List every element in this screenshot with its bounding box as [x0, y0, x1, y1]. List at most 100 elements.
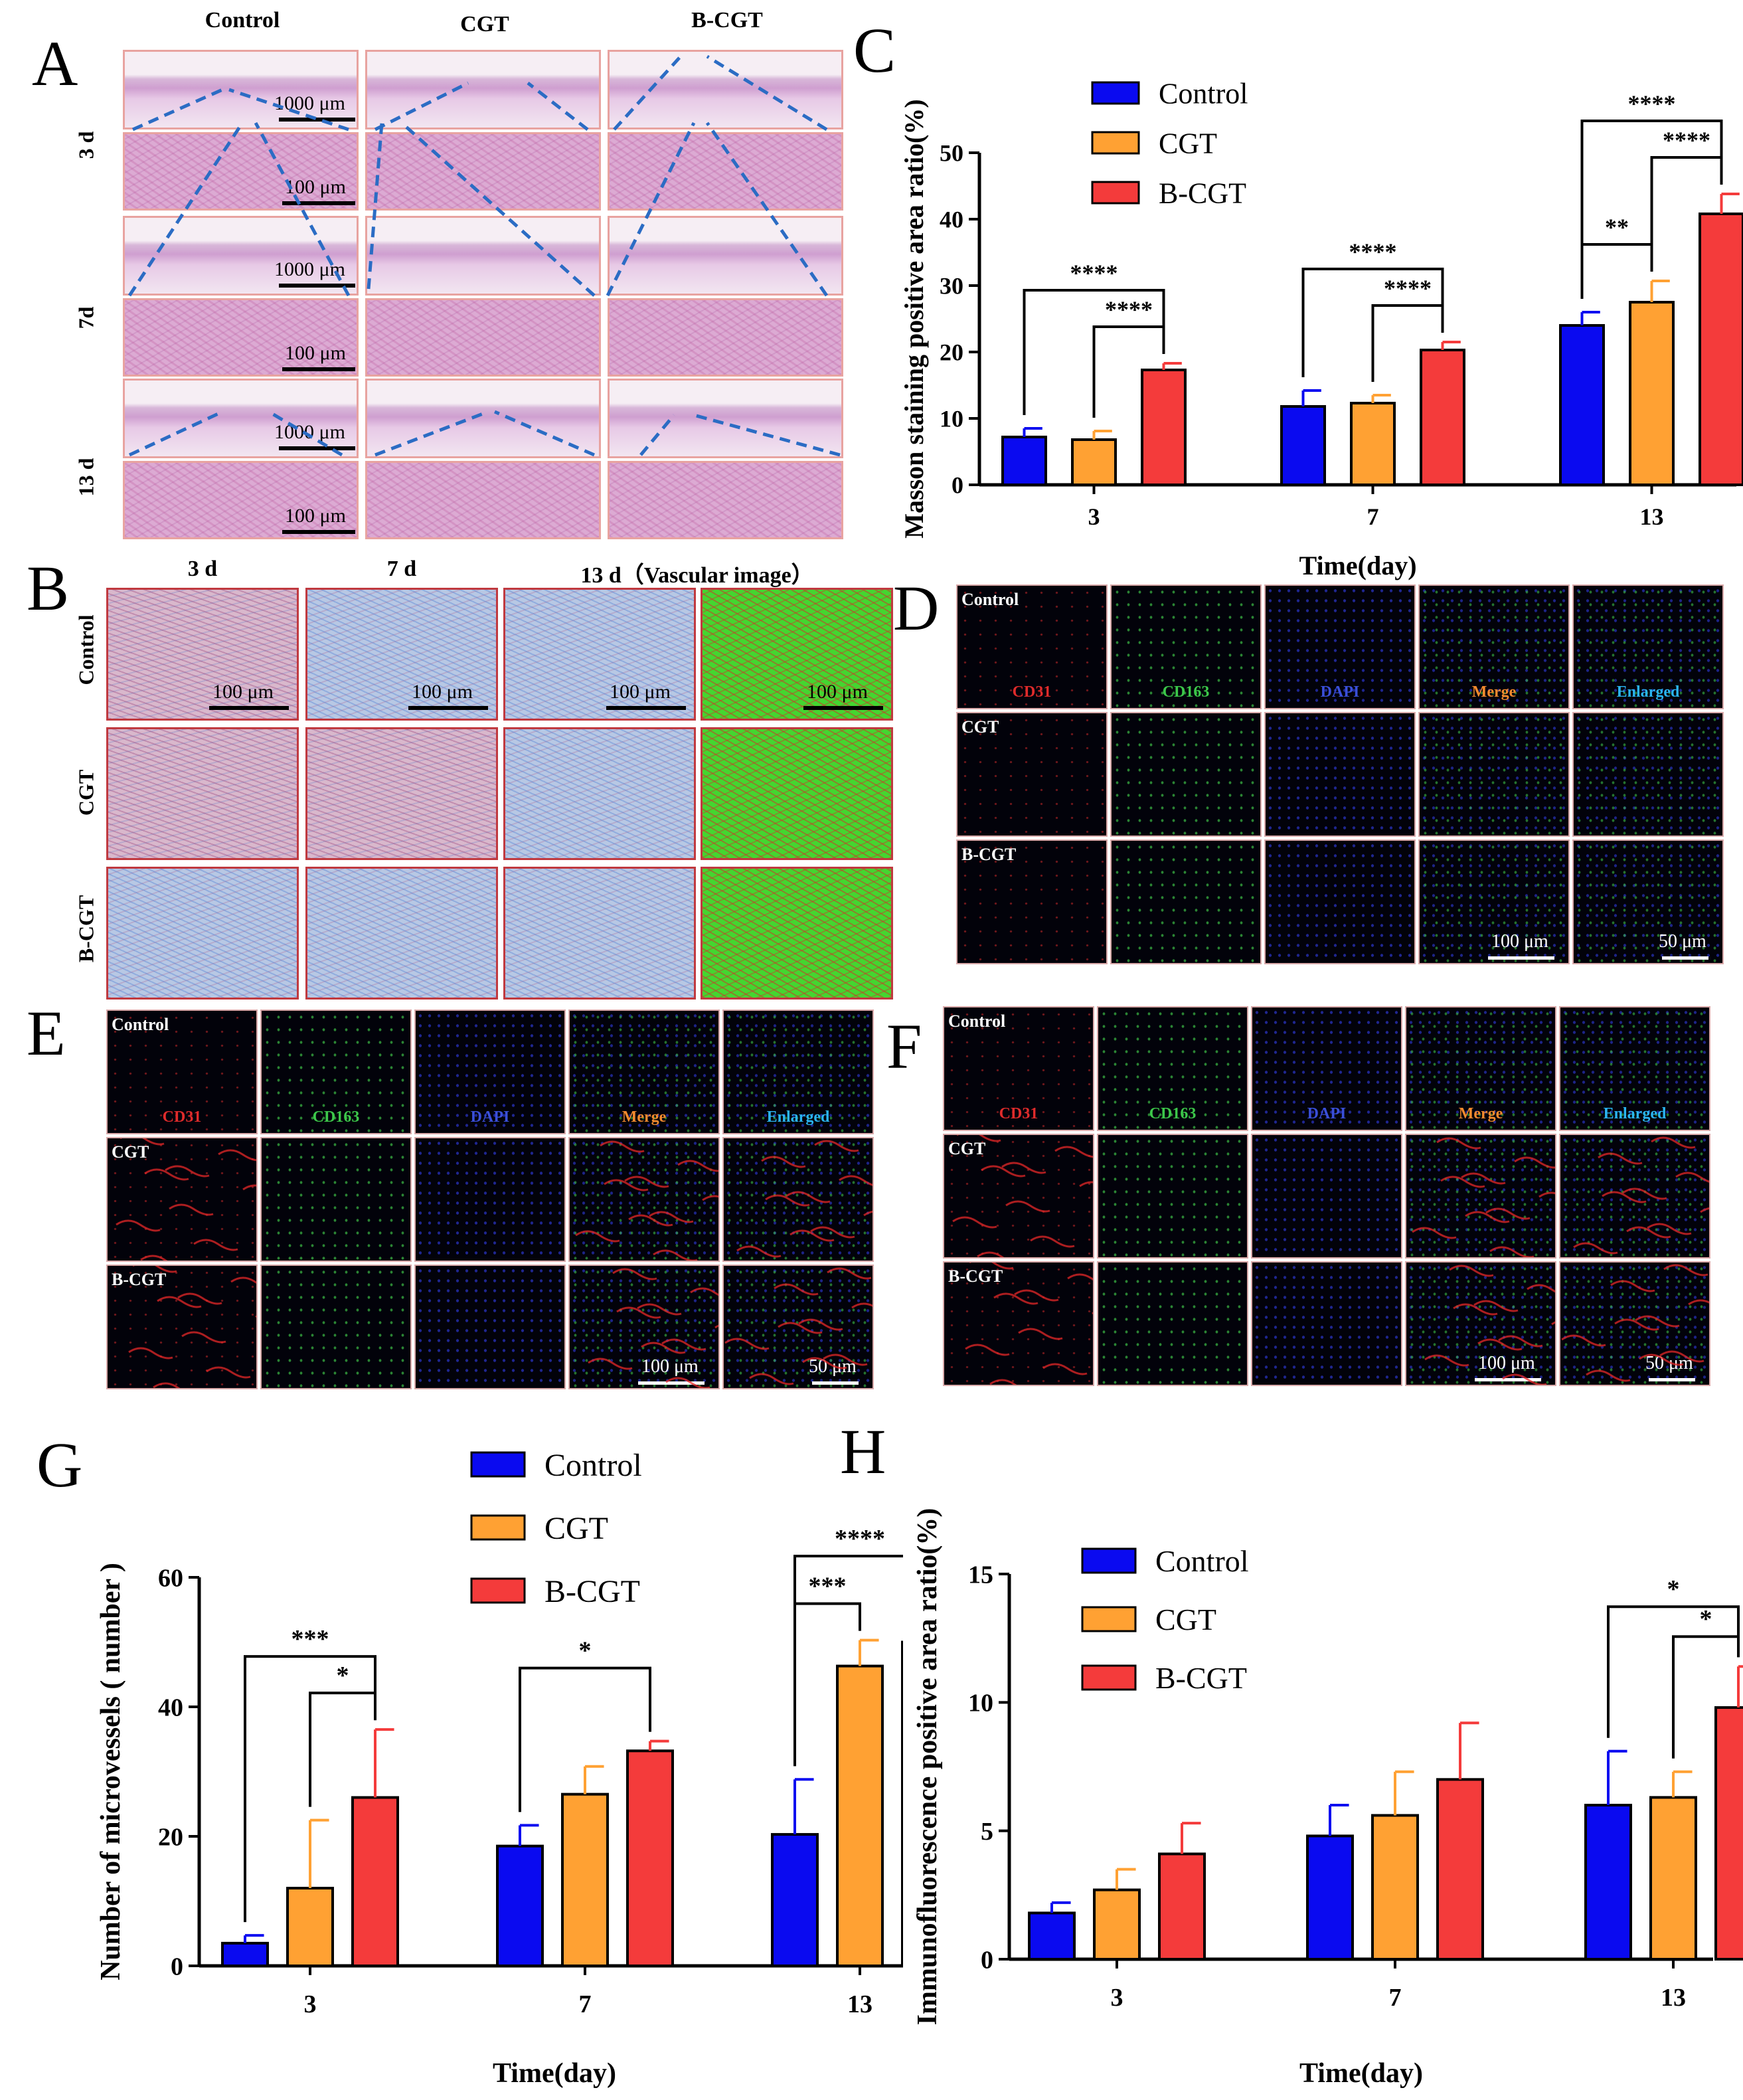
scale-bar-label: 100 μm: [285, 342, 346, 364]
fluorescence-image: 100 μm: [1405, 1261, 1556, 1386]
significance-label: ****: [835, 1525, 885, 1553]
vessel-signal: [1412, 1137, 1555, 1257]
x-tick-label: 3: [1111, 1984, 1123, 2012]
he-magnified-image: [365, 298, 601, 377]
legend-label: B-CGT: [544, 1574, 640, 1609]
masson-image: [106, 867, 299, 1000]
scale-bar-label: 100 μm: [610, 681, 671, 703]
scale-bar-label: 1000 μm: [274, 258, 345, 280]
channel-label: CD31: [162, 1108, 202, 1126]
legend-swatch: [1081, 1664, 1137, 1691]
x-axis-label: Time(day): [493, 2058, 616, 2089]
masson-image: [106, 588, 299, 721]
x-tick-label: 3: [304, 1990, 317, 2018]
zoom-guide-line: [400, 122, 596, 297]
fluorescence-image: [414, 1265, 566, 1389]
channel-label: CD163: [312, 1108, 360, 1126]
bar-cgt: [1093, 1888, 1141, 1961]
scale-bar-label: 1000 μm: [274, 92, 345, 114]
zoom-guide-line: [705, 122, 829, 297]
fluorescence-image: [1097, 1261, 1248, 1386]
fluorescence-image: CGT: [956, 712, 1108, 837]
significance-label: ***: [291, 1625, 329, 1653]
panel-a-col-control: Control: [205, 8, 280, 33]
scale-bar: [282, 367, 355, 371]
fluorescence-image: [1251, 1261, 1402, 1386]
fluor-row-label: B-CGT: [112, 1270, 167, 1289]
vascular-image: [701, 727, 893, 860]
he-magnified-image: [123, 298, 359, 377]
fluorescence-image: [1264, 839, 1416, 964]
y-tick-label: 50: [940, 140, 963, 167]
he-overview-image: [123, 216, 359, 296]
legend-swatch: [470, 1514, 526, 1541]
scale-bar: [1649, 1378, 1695, 1381]
y-tick-label: 10: [940, 406, 963, 432]
fluorescence-image: Merge: [568, 1009, 720, 1134]
bar-control: [496, 1844, 544, 1967]
significance-label: ****: [1349, 238, 1397, 265]
significance-bracket: [1371, 304, 1444, 382]
fluorescence-image: CGT: [943, 1134, 1094, 1259]
y-axis-label: Masson staining positive area ratio(%): [899, 99, 929, 538]
fluorescence-image: 50 μm: [1559, 1261, 1710, 1386]
fluorescence-image: [1110, 712, 1262, 837]
vessel-signal: [575, 1140, 718, 1261]
scale-bar: [282, 201, 355, 205]
bar-b-cgt: [901, 1640, 903, 1967]
scale-bar-label: 100 μm: [285, 505, 346, 527]
fluor-row-label: Control: [961, 590, 1019, 609]
legend-label: B-CGT: [1159, 177, 1246, 209]
zoom-guide-line: [606, 122, 696, 297]
fluor-row-label: Control: [112, 1015, 169, 1034]
x-tick-label: 13: [1661, 1984, 1686, 2012]
masson-image: [106, 727, 299, 860]
scale-bar: [209, 706, 289, 710]
vessel-signal: [1561, 1264, 1709, 1382]
zoom-guide-line: [374, 81, 469, 131]
x-tick-label: 7: [1367, 503, 1379, 530]
bar-cgt: [286, 1887, 334, 1967]
legend-swatch: [1091, 81, 1140, 105]
channel-label: Merge: [1471, 683, 1517, 701]
legend-label: Control: [1155, 1544, 1249, 1578]
fluorescence-image: [1264, 712, 1416, 837]
he-magnified-image: [608, 132, 843, 211]
significance-label: ****: [1663, 127, 1710, 153]
he-overview-image: [608, 216, 843, 296]
fluorescence-image: 50 μm: [722, 1265, 874, 1389]
bar-control: [1559, 324, 1605, 486]
bar-control: [1584, 1804, 1632, 1961]
fluorescence-image: [1110, 839, 1262, 964]
fluorescence-image: DAPI: [414, 1009, 566, 1134]
scale-bar: [279, 446, 355, 450]
y-tick-label: 20: [940, 339, 963, 366]
vessel-signal: [736, 1140, 872, 1258]
y-tick-label: 60: [158, 1564, 183, 1592]
legend-label: CGT: [1159, 127, 1217, 159]
scale-bar: [1488, 956, 1554, 960]
zoom-guide-line: [374, 410, 489, 457]
panel-b-row-control: Control: [74, 614, 98, 685]
legend-label: CGT: [544, 1511, 608, 1546]
he-magnified-image: [365, 132, 601, 211]
legend-swatch: [470, 1577, 526, 1604]
fluor-row-label: Control: [948, 1011, 1006, 1031]
significance-label: *: [1667, 1575, 1680, 1603]
panel-b-col-7d: 7 d: [386, 557, 417, 581]
channel-label: Enlarged: [766, 1108, 830, 1126]
fluorescence-image: [1405, 1134, 1556, 1259]
scale-bar: [1662, 956, 1708, 960]
channel-label: Enlarged: [1603, 1105, 1667, 1122]
fluorescence-image: 100 μm: [1418, 839, 1570, 964]
panel-a-row-7d: 7d: [74, 306, 98, 329]
bar-control: [1028, 1911, 1076, 1961]
significance-bracket: [1650, 156, 1723, 268]
panel-label-b: B: [27, 553, 70, 624]
masson-image: [305, 588, 498, 721]
fluorescence-image: DAPI: [1264, 584, 1416, 709]
he-overview-image: [123, 50, 359, 130]
scale-bar: [1475, 1378, 1541, 1381]
panel-b-col-3d: 3 d: [187, 557, 218, 581]
fluorescence-image: CD163: [1110, 584, 1262, 709]
